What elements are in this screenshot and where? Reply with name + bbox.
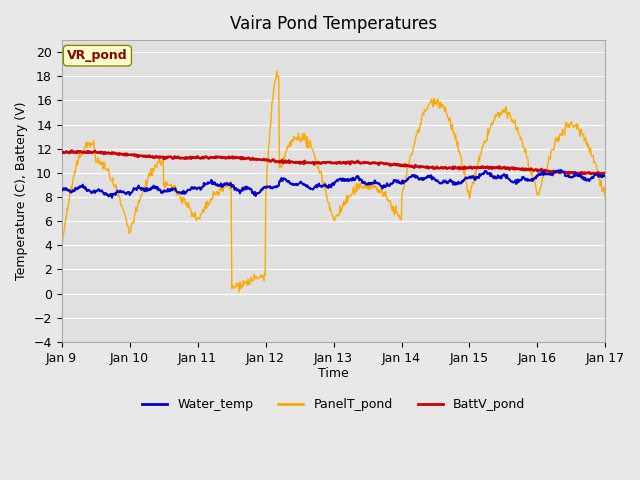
X-axis label: Time: Time [318,367,349,381]
Legend: Water_temp, PanelT_pond, BattV_pond: Water_temp, PanelT_pond, BattV_pond [138,394,530,417]
Text: VR_pond: VR_pond [67,49,128,62]
Y-axis label: Temperature (C), Battery (V): Temperature (C), Battery (V) [15,102,28,280]
Title: Vaira Pond Temperatures: Vaira Pond Temperatures [230,15,437,33]
